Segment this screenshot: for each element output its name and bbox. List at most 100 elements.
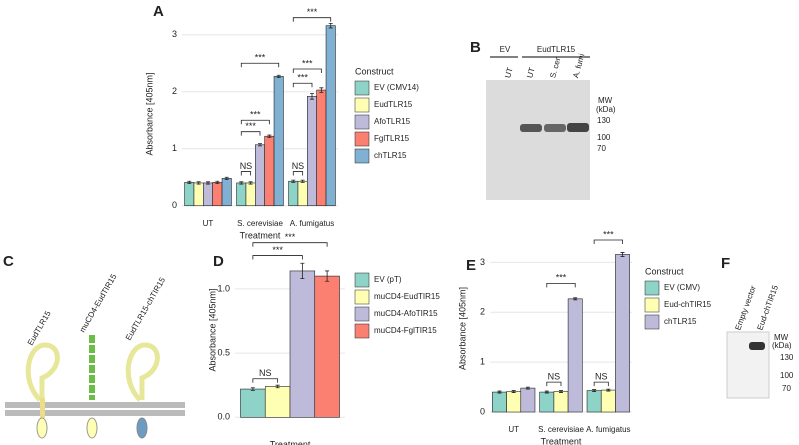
legend-label: EV (CMV): [664, 283, 700, 292]
legend-swatch: [354, 131, 370, 147]
band: [749, 342, 765, 350]
error-bar: [592, 389, 597, 392]
panel-label: B: [470, 39, 481, 56]
bar: [236, 182, 247, 207]
receptor: [25, 342, 60, 402]
bar: [600, 389, 616, 413]
significance-bracket: [252, 255, 303, 260]
legend-swatch: [644, 297, 660, 313]
x-tick-label: UT: [508, 425, 519, 434]
blot: [486, 80, 590, 200]
significance-label: ***: [302, 58, 313, 68]
significance-bracket: [252, 242, 328, 247]
significance-label: ***: [307, 7, 318, 17]
mw-title: MW: [774, 333, 789, 342]
significance-bracket: [252, 378, 279, 383]
significance-bracket: [593, 381, 609, 387]
error-bar: [511, 390, 516, 393]
panel-label: E: [466, 257, 476, 274]
lane-label: S. cer: [548, 56, 562, 79]
significance-label: ***: [603, 229, 614, 239]
construct-label: EudTLR15-chTIR15: [124, 275, 168, 342]
error-bar: [620, 252, 625, 257]
bar: [506, 391, 522, 413]
significance-bracket: [240, 171, 252, 176]
legend-label: muCD4-EudTIR15: [374, 292, 440, 301]
error-bar: [325, 270, 330, 282]
diagram-c: EudTLR15 muCD4-EudTIR15 EudTLR15-chTIR15: [5, 272, 185, 439]
y-tick-label: 1: [480, 357, 485, 367]
significance-label: NS: [240, 161, 253, 171]
legend-swatch: [354, 306, 370, 322]
legend-label: muCD4-FglTIR15: [374, 326, 437, 335]
mw-title: MW: [598, 96, 613, 105]
band: [567, 123, 589, 132]
significance-label: NS: [259, 368, 272, 378]
error-bar: [573, 297, 578, 301]
x-axis-label: Treatment: [240, 230, 281, 240]
receptor: [125, 342, 160, 402]
error-bar: [300, 262, 305, 280]
error-bar: [239, 181, 244, 185]
receptor: [86, 417, 98, 439]
legend-swatch: [354, 148, 370, 164]
band: [520, 124, 542, 132]
blot: [726, 331, 770, 399]
bar: [297, 180, 308, 207]
bar: [615, 254, 630, 413]
error-bar: [559, 390, 563, 393]
x-tick-label: S. cerevisiae: [237, 219, 283, 228]
significance-label: NS: [548, 371, 561, 381]
bar: [212, 182, 223, 207]
y-tick-label: 3: [480, 257, 485, 267]
bar: [492, 391, 507, 413]
legend-label: chTLR15: [374, 151, 407, 160]
legend-swatch: [354, 80, 370, 96]
group-label: EudTLR15: [537, 45, 576, 54]
legend-swatch: [354, 272, 370, 288]
significance-bracket: [240, 119, 270, 125]
significance-bracket: [546, 282, 576, 288]
significance-bracket: [292, 68, 322, 73]
mw-marker: 70: [597, 144, 606, 153]
significance-bracket: [546, 381, 562, 387]
mw-title: (kDa): [596, 105, 616, 114]
legend-swatch: [644, 314, 660, 330]
error-bar: [187, 180, 192, 184]
bar: [289, 270, 316, 418]
bar: [314, 275, 340, 418]
error-bar: [206, 181, 210, 185]
significance-bracket: [292, 17, 332, 22]
mw-marker: 100: [780, 371, 794, 380]
panel-label: D: [213, 253, 224, 270]
construct-label: EudTLR15: [26, 309, 53, 347]
band: [544, 124, 566, 132]
lane-label: A. fumi: [571, 52, 586, 79]
bar: [586, 390, 602, 413]
error-bar: [291, 179, 296, 183]
mw-marker: 130: [597, 116, 611, 125]
x-tick-label: UT: [203, 219, 214, 228]
y-tick-label: 0.0: [217, 412, 230, 422]
group-label: EV: [500, 45, 511, 54]
mw-marker: 100: [597, 133, 611, 142]
y-tick-label: 0: [480, 406, 485, 416]
bar: [203, 182, 213, 207]
bar: [264, 135, 275, 207]
significance-bracket: [240, 62, 280, 68]
y-tick-label: 2: [172, 86, 177, 96]
bar: [307, 96, 317, 207]
bar: [520, 387, 536, 413]
error-bar: [328, 22, 333, 29]
legend-title: Construct: [355, 66, 394, 76]
legend-label: FglTLR15: [374, 134, 410, 143]
blot-f: Empty vector Eud-chTIR15 MW (kDa) 130 10…: [726, 284, 794, 399]
legend-label: AfoTLR15: [374, 117, 411, 126]
bar: [240, 388, 266, 418]
y-tick-label: 0: [172, 200, 177, 210]
error-bar: [606, 388, 611, 392]
significance-bracket: [292, 171, 304, 176]
receptor: [40, 398, 45, 418]
bar: [288, 180, 299, 207]
